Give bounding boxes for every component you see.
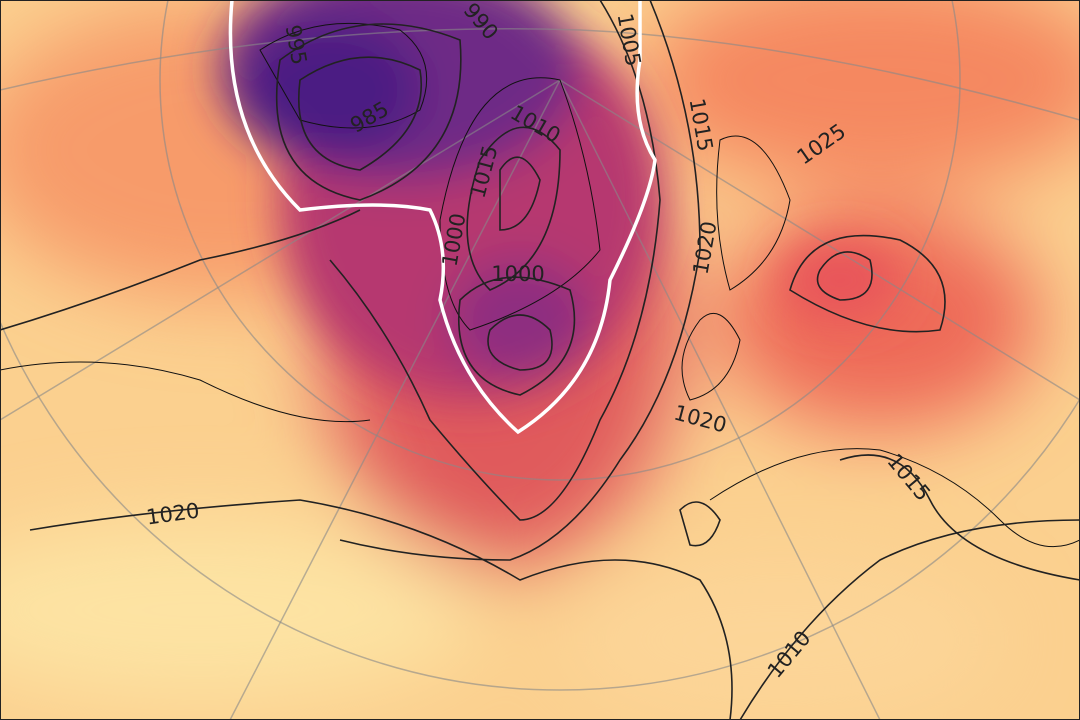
contour-label: 1000 (491, 262, 544, 286)
coastlines (0, 22, 1080, 548)
highlight-contour (228, 0, 657, 435)
